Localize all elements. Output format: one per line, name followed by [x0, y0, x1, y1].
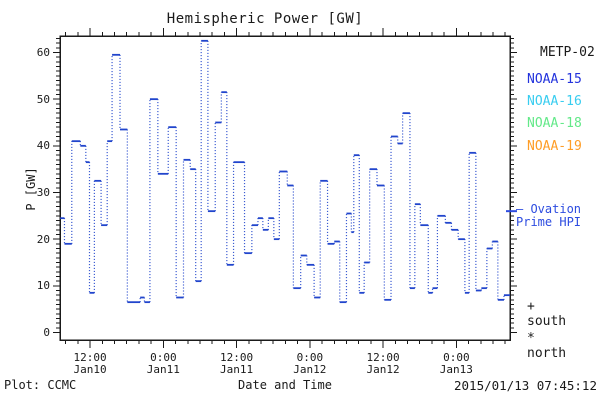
x-tick-label: 0:00 Jan13 [439, 351, 473, 376]
x-tick-label: 0:00 Jan11 [146, 351, 180, 376]
y-tick-label: 60 [36, 45, 50, 59]
legend-item-noaa-15: NOAA-15 [527, 72, 582, 87]
plot-timestamp: 2015/01/13 07:45:12 [454, 378, 597, 393]
legend-ovation-prime-hpi: — Ovation Prime HPI [516, 203, 581, 229]
x-tick-label: 12:00 Jan10 [73, 351, 107, 376]
plot-frame [59, 35, 511, 341]
chart-title: Hemispheric Power [GW] [166, 11, 364, 27]
y-tick-label: 10 [36, 279, 50, 293]
x-axis-title: Date and Time [238, 378, 332, 392]
y-tick-label: 50 [36, 92, 50, 106]
plot-credit: Plot: CCMC [4, 378, 77, 392]
y-axis-ticks [53, 37, 517, 333]
legend-north-marker: * north [527, 331, 567, 361]
y-tick-label: 40 [36, 139, 50, 153]
x-axis-ticks [65, 28, 506, 348]
x-tick-label: 12:00 Jan11 [220, 351, 254, 376]
legend-item-noaa-16: NOAA-16 [527, 94, 582, 109]
x-tick-label: 12:00 Jan12 [366, 351, 400, 376]
legend-ovation-line2: Prime HPI [516, 215, 582, 229]
y-tick-label: 20 [36, 232, 50, 246]
legend-south-marker: + south [527, 299, 567, 329]
legend-item-metp-02: METP-02 [540, 45, 595, 60]
y-tick-label: 30 [36, 185, 50, 199]
legend-item-noaa-18: NOAA-18 [527, 116, 582, 131]
legend-ovation-line1: — Ovation [516, 202, 582, 216]
x-tick-label: 0:00 Jan12 [293, 351, 327, 376]
y-tick-label: 0 [43, 326, 50, 339]
data-series-noaa-15 [60, 39, 510, 304]
legend-item-noaa-19: NOAA-19 [527, 139, 582, 154]
